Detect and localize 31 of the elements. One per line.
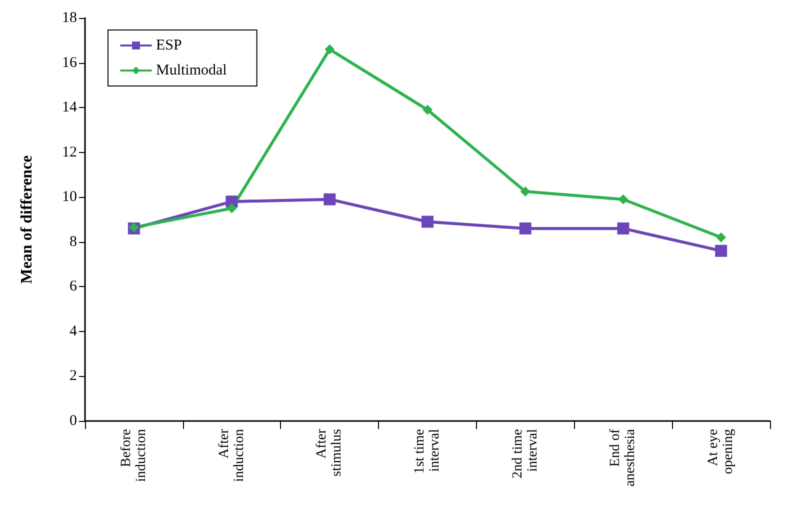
point (324, 44, 335, 54)
x-tick-label: End of anesthesia (608, 428, 638, 487)
point (716, 232, 726, 242)
x-tick-label: Before induction (118, 429, 149, 482)
point (226, 203, 237, 214)
y-tick-label: 12 (62, 144, 77, 160)
point (519, 222, 532, 234)
y-tick-label: 6 (70, 278, 78, 295)
y-tick-label: 4 (70, 323, 78, 340)
y-tick-label: 18 (62, 10, 77, 26)
point (617, 222, 630, 234)
legend-label: Multimodal (156, 62, 227, 78)
x-tick-label: 1st time interval (412, 428, 442, 474)
x-tick-label: After induction (216, 428, 247, 482)
x-tick-label: At eye opening (706, 429, 736, 474)
x-tick-label: After stimulus (314, 428, 345, 476)
point (715, 244, 728, 257)
point (422, 104, 432, 115)
y-tick-label: 14 (62, 100, 78, 116)
legend-label: ESP (156, 38, 182, 54)
x-tick-label: 2nd time interval (510, 428, 540, 478)
point (520, 186, 530, 197)
y-tick-label: 8 (70, 234, 77, 250)
y-tick-label: 16 (62, 54, 78, 71)
y-tick-label: 0 (70, 413, 77, 429)
y-axis-title: Mean of difference (18, 155, 36, 284)
point (618, 194, 628, 204)
point (324, 193, 336, 206)
y-tick-label: 2 (70, 368, 77, 384)
y-tick-label: 10 (62, 189, 77, 206)
point (422, 216, 434, 228)
